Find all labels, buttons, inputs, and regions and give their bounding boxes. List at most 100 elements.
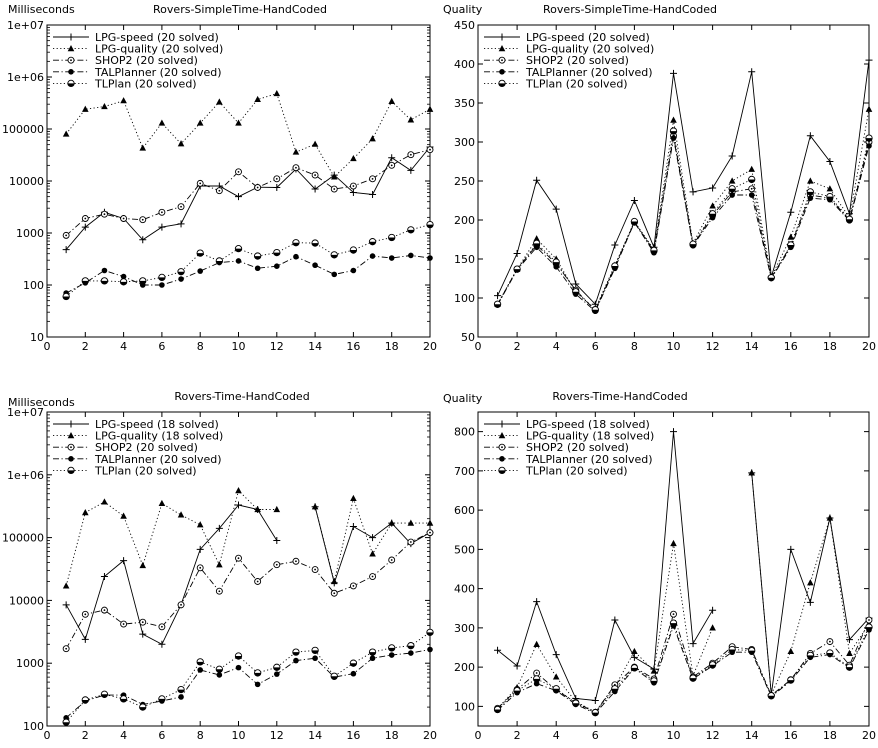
data-point <box>235 554 242 562</box>
data-point <box>62 601 70 609</box>
x-tick-label: 16 <box>346 340 360 353</box>
data-point <box>292 239 300 247</box>
y-tick-label: 1e+07 <box>7 19 44 32</box>
data-point <box>311 185 319 193</box>
data-point <box>311 140 319 147</box>
data-point <box>196 521 204 528</box>
x-tick-label: 2 <box>514 340 521 353</box>
legend-label: TALPlanner (20 solved) <box>525 66 653 79</box>
y-tick-label: 50 <box>461 331 475 344</box>
x-tick-label: 18 <box>385 729 399 742</box>
data-point <box>767 692 775 700</box>
data-point <box>669 127 678 135</box>
data-point <box>572 280 580 288</box>
data-point <box>388 652 395 658</box>
x-tick-label: 16 <box>346 729 360 742</box>
data-point <box>865 623 873 631</box>
data-point <box>292 164 300 172</box>
series-3 <box>494 132 873 314</box>
data-point <box>196 564 204 572</box>
data-point <box>158 223 166 231</box>
data-point <box>177 601 185 609</box>
data-point <box>254 184 262 191</box>
data-point <box>552 685 560 693</box>
series-2 <box>62 89 434 180</box>
series-line <box>497 131 870 311</box>
data-point <box>689 640 697 648</box>
data-point <box>709 184 717 192</box>
data-point <box>273 536 281 544</box>
y-tick-label: 350 <box>454 97 475 110</box>
data-point <box>426 220 434 229</box>
series-line <box>65 255 431 294</box>
x-tick-label: 10 <box>232 340 246 353</box>
data-point <box>159 282 165 288</box>
data-point <box>369 655 376 662</box>
y-tick-label: 400 <box>454 58 475 71</box>
data-point <box>273 663 281 671</box>
series-line <box>497 543 714 713</box>
legend-marker <box>67 45 75 52</box>
data-point <box>273 561 281 569</box>
data-point <box>235 168 242 176</box>
data-point <box>689 674 697 682</box>
data-point <box>100 210 108 218</box>
y-tick-label: 10000 <box>9 175 44 188</box>
data-point <box>388 644 396 652</box>
data-point <box>215 587 223 595</box>
series-line <box>65 649 431 719</box>
legend-label: LPG-speed (18 solved) <box>526 418 650 431</box>
data-point <box>177 220 185 228</box>
data-point <box>119 695 128 703</box>
data-point <box>197 667 203 673</box>
data-point <box>728 185 736 193</box>
series-1 <box>62 143 434 254</box>
legend: LPG-speed (20 solved)LPG-quality (20 sol… <box>53 31 223 90</box>
data-point <box>215 665 224 673</box>
x-tick-label: 2 <box>82 340 89 353</box>
data-point <box>196 249 204 257</box>
data-point <box>650 246 658 255</box>
x-tick-label: 16 <box>784 340 798 353</box>
data-point <box>846 649 853 656</box>
data-point <box>216 672 223 678</box>
data-point <box>630 664 639 672</box>
data-point <box>234 245 243 253</box>
data-point <box>100 690 109 698</box>
data-point <box>407 519 415 526</box>
series-line <box>497 612 870 713</box>
data-point <box>62 246 70 254</box>
data-point <box>368 648 377 656</box>
legend-marker <box>498 443 506 451</box>
y-tick-label: 1e+06 <box>7 469 44 482</box>
data-point <box>101 498 108 505</box>
series-4 <box>63 252 433 296</box>
data-point <box>62 582 70 589</box>
data-point <box>709 202 716 209</box>
series-line <box>65 489 277 587</box>
data-point <box>82 105 89 112</box>
data-point <box>81 696 89 704</box>
legend-label: LPG-quality (18 solved) <box>95 430 223 443</box>
chart-panel-1: Rovers-SimpleTime-HandCoded Milliseconds 0… <box>2 3 437 353</box>
data-point <box>177 685 185 694</box>
y-tick-label: 100000 <box>2 532 44 545</box>
data-point <box>826 185 834 192</box>
data-point <box>120 273 127 280</box>
data-point <box>513 687 521 695</box>
data-point <box>254 578 262 585</box>
data-point <box>349 182 357 190</box>
data-point <box>235 193 242 201</box>
x-tick-label: 10 <box>667 340 681 353</box>
legend: LPG-speed (18 solved)LPG-quality (18 sol… <box>53 418 223 477</box>
legend-label: TLPlan (20 solved) <box>525 77 628 90</box>
data-point <box>350 670 357 677</box>
legend-marker <box>498 33 506 41</box>
x-tick-label: 12 <box>706 729 720 742</box>
series-4 <box>494 623 872 717</box>
data-point <box>708 661 717 669</box>
legend-label: SHOP2 (20 solved) <box>95 441 198 454</box>
series-line <box>65 224 431 297</box>
data-point <box>709 606 717 614</box>
x-tick-label: 20 <box>423 729 437 742</box>
